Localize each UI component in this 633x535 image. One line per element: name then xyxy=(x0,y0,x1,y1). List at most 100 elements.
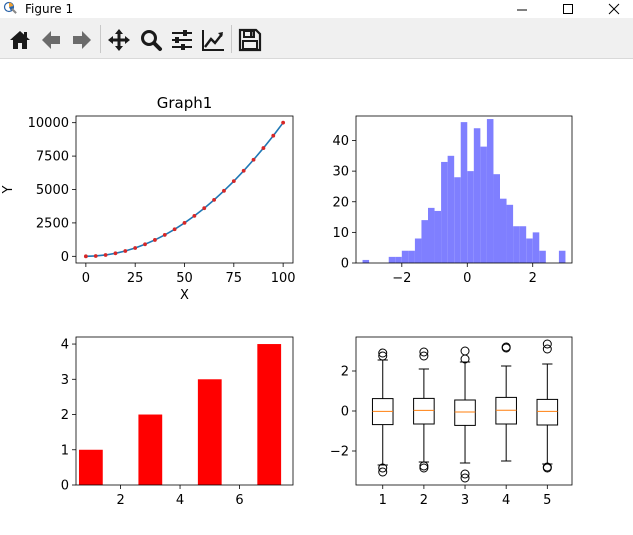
histogram-bar xyxy=(539,250,546,263)
histogram-bar xyxy=(395,256,402,263)
data-point xyxy=(93,254,98,258)
y-axis-label: Y xyxy=(1,185,16,194)
x-tick-label: 3 xyxy=(461,493,469,508)
histogram-bar xyxy=(460,122,468,263)
box-outlier xyxy=(501,343,511,353)
histogram-bar xyxy=(428,207,435,263)
x-tick-label: 2 xyxy=(420,493,428,508)
y-tick-label: 10000 xyxy=(28,116,69,131)
box-outlier xyxy=(419,351,429,361)
data-point xyxy=(192,213,197,218)
line-chart-icon[interactable] xyxy=(201,28,225,52)
x-tick-label: 50 xyxy=(176,271,193,286)
data-point xyxy=(271,133,276,138)
histogram-bar xyxy=(414,238,422,263)
axes-frame-2 xyxy=(355,115,573,264)
histogram-bar xyxy=(408,250,415,263)
y-tick-label: 1 xyxy=(61,443,69,458)
box-body xyxy=(454,399,476,426)
toolbar-separator xyxy=(231,25,232,53)
histogram-bar xyxy=(486,119,494,263)
x-tick-label: 75 xyxy=(226,271,243,286)
series-line xyxy=(85,122,284,258)
box-outlier xyxy=(378,463,388,473)
y-tick-label: 10 xyxy=(332,226,349,241)
data-point xyxy=(222,188,226,193)
sliders-icon[interactable] xyxy=(170,28,194,52)
move-icon[interactable] xyxy=(107,28,131,52)
x-tick-label: −2 xyxy=(392,271,411,286)
maximize-button[interactable] xyxy=(545,0,591,18)
y-tick-label: 2 xyxy=(61,408,69,423)
y-tick-label: 5000 xyxy=(36,183,69,198)
box-outlier xyxy=(542,339,552,349)
y-tick-label: 3 xyxy=(61,373,69,388)
magnifier-icon[interactable] xyxy=(139,28,163,52)
navigation-toolbar xyxy=(0,18,633,59)
app-icon xyxy=(3,1,17,14)
data-point xyxy=(202,206,207,211)
box-outlier xyxy=(460,354,470,364)
maximize-icon xyxy=(563,4,573,14)
x-tick-label: 0 xyxy=(82,271,90,286)
histogram-bar xyxy=(473,128,481,263)
histogram-bar xyxy=(434,210,442,263)
y-tick-label: −2 xyxy=(330,445,349,460)
box-outlier xyxy=(460,473,470,483)
home-icon[interactable] xyxy=(8,28,32,52)
data-point xyxy=(212,197,216,202)
histogram-bar xyxy=(480,146,487,263)
x-tick-label: 2 xyxy=(116,493,124,508)
histogram-bar xyxy=(441,161,448,263)
floppy-disk-icon[interactable] xyxy=(238,28,262,52)
y-tick-label: 40 xyxy=(332,134,349,149)
toolbar-separator xyxy=(100,25,101,53)
data-point xyxy=(133,246,138,250)
x-tick-label: 2 xyxy=(529,271,537,286)
histogram-bar xyxy=(513,226,520,263)
y-tick-label: 0 xyxy=(61,250,69,265)
box-outlier xyxy=(542,463,552,473)
data-point xyxy=(113,251,118,256)
data-point xyxy=(251,157,256,162)
arrow-left-icon[interactable] xyxy=(39,28,63,52)
window-title-bar: Figure 1 xyxy=(0,0,633,18)
chart-title: Graph1 xyxy=(157,94,213,112)
data-point xyxy=(162,233,167,237)
histogram-bar xyxy=(362,259,370,263)
histogram-bar xyxy=(388,256,396,263)
y-tick-label: 2500 xyxy=(36,216,69,231)
histogram-bar xyxy=(401,250,409,263)
x-tick-label: 25 xyxy=(127,271,144,286)
histogram-bar xyxy=(558,250,566,263)
bar xyxy=(78,449,103,485)
y-tick-label: 7500 xyxy=(36,150,69,165)
data-point xyxy=(172,227,177,232)
minimize-button[interactable] xyxy=(499,0,545,18)
histogram-bar xyxy=(532,232,540,263)
histogram-bar xyxy=(467,171,474,263)
box-outlier xyxy=(378,351,388,361)
y-tick-label: 0 xyxy=(341,257,349,272)
data-point xyxy=(182,221,187,225)
x-tick-label: 4 xyxy=(176,493,184,508)
histogram-bar xyxy=(493,174,500,263)
box-outlier xyxy=(460,346,470,356)
box-outlier xyxy=(542,344,552,354)
axes-frame-1 xyxy=(75,115,294,264)
bar xyxy=(138,414,163,485)
x-tick-label: 100 xyxy=(271,271,296,286)
x-tick-label: 1 xyxy=(379,493,387,508)
box-outlier xyxy=(419,347,429,357)
y-tick-label: 30 xyxy=(332,165,349,180)
arrow-right-icon[interactable] xyxy=(70,28,94,52)
data-point xyxy=(241,168,246,173)
box-outlier xyxy=(378,348,388,358)
x-tick-label: 4 xyxy=(502,493,510,508)
histogram-bar xyxy=(447,155,455,263)
histogram-bar xyxy=(519,226,527,263)
box-body xyxy=(413,397,435,425)
close-button[interactable] xyxy=(591,0,633,18)
data-point xyxy=(83,254,88,259)
